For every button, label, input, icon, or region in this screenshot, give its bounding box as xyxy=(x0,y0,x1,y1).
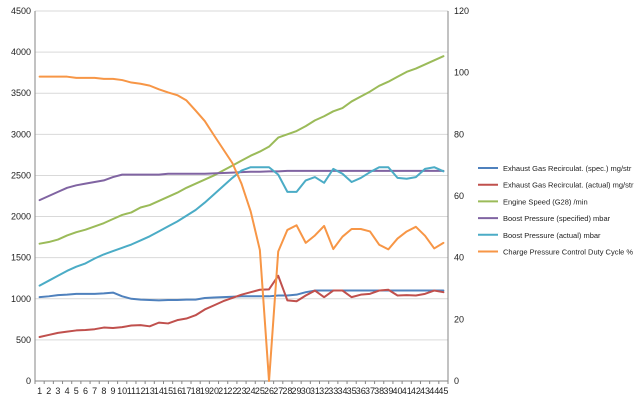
series-line-2 xyxy=(38,274,445,339)
series-line-4 xyxy=(38,169,445,202)
y-tick-label: 1500 xyxy=(11,253,31,263)
x-tick-label: 26 xyxy=(264,386,274,396)
x-tick-label: 18 xyxy=(191,386,201,396)
x-tick-label: 29 xyxy=(292,386,302,396)
y-tick-label: 0 xyxy=(26,376,31,386)
x-tick-label: 3 xyxy=(55,386,60,396)
x-tick-label: 5 xyxy=(74,386,79,396)
y2-tick-label: 0 xyxy=(454,376,459,386)
legend: Exhaust Gas Recirculat. (spec.) mg/str Ex… xyxy=(478,164,634,257)
x-tick-label: 14 xyxy=(154,386,164,396)
x-tick-label: 10 xyxy=(117,386,127,396)
x-tick-label: 45 xyxy=(438,386,448,396)
x-tick-label: 37 xyxy=(365,386,375,396)
x-tick-label: 12 xyxy=(136,386,146,396)
x-tick-label: 7 xyxy=(92,386,97,396)
x-tick-label: 30 xyxy=(301,386,311,396)
y-tick-label: 2500 xyxy=(11,170,31,180)
x-tick-label: 33 xyxy=(328,386,338,396)
x-tick-label: 4 xyxy=(65,386,70,396)
series-lines xyxy=(38,55,445,382)
x-tick-label: 9 xyxy=(111,386,116,396)
legend-label: Exhaust Gas Recirculat. (actual) mg/str xyxy=(503,181,634,190)
legend-label: Charge Pressure Control Duty Cycle % xyxy=(503,248,633,257)
x-tick-label: 38 xyxy=(374,386,384,396)
x-tick-label: 2 xyxy=(46,386,51,396)
legend-label: Exhaust Gas Recirculat. (spec.) mg/str xyxy=(503,164,632,173)
x-tick-label: 41 xyxy=(402,386,412,396)
series-line-3 xyxy=(38,55,445,245)
x-tick-label: 6 xyxy=(83,386,88,396)
y2-tick-label: 20 xyxy=(454,314,464,324)
x-tick-label: 43 xyxy=(420,386,430,396)
y-tick-label: 4500 xyxy=(11,6,31,16)
x-tick-label: 23 xyxy=(236,386,246,396)
y2-tick-label: 80 xyxy=(454,129,464,139)
x-tick-label: 1 xyxy=(37,386,42,396)
x-tick-label: 15 xyxy=(163,386,173,396)
y2-tick-label: 40 xyxy=(454,253,464,263)
x-tick-label: 36 xyxy=(356,386,366,396)
y-tick-label: 3000 xyxy=(11,129,31,139)
y2-tick-label: 120 xyxy=(454,6,469,16)
x-tick-label: 25 xyxy=(255,386,265,396)
y2-tick-label: 100 xyxy=(454,68,469,78)
x-tick-label: 27 xyxy=(273,386,283,396)
x-tick-label: 44 xyxy=(429,386,439,396)
legend-label: Boost Pressure (specified) mbar xyxy=(503,214,611,223)
y2-tick-label: 60 xyxy=(454,191,464,201)
x-tick-label: 34 xyxy=(337,386,347,396)
x-tick-label: 28 xyxy=(282,386,292,396)
legend-label: Engine Speed (G28) /min xyxy=(503,197,588,206)
x-tick-label: 11 xyxy=(127,386,136,396)
x-tick-label: 19 xyxy=(200,386,210,396)
y-tick-label: 500 xyxy=(16,335,31,345)
x-tick-label: 16 xyxy=(172,386,182,396)
x-tick-label: 17 xyxy=(181,386,191,396)
x-tick-label: 21 xyxy=(218,386,228,396)
x-tick-label: 31 xyxy=(310,386,320,396)
x-tick-label: 32 xyxy=(319,386,329,396)
x-tick-label: 22 xyxy=(227,386,237,396)
y-tick-label: 2000 xyxy=(11,212,31,222)
series-line-5 xyxy=(38,166,445,287)
x-tick-label: 35 xyxy=(347,386,357,396)
y-tick-label: 4000 xyxy=(11,47,31,57)
axes: 0 500 1000 1500 2000 2500 3000 3500 4000 4500 0 20 4… xyxy=(11,6,469,396)
series-line-6 xyxy=(38,75,445,382)
series-line-1 xyxy=(38,289,445,302)
x-tick-label: 13 xyxy=(145,386,155,396)
x-tick-label: 40 xyxy=(393,386,403,396)
x-tick-label: 39 xyxy=(383,386,393,396)
x-tick-label: 24 xyxy=(246,386,256,396)
y-tick-label: 1000 xyxy=(11,294,31,304)
x-tick-label: 42 xyxy=(411,386,421,396)
y-tick-label: 3500 xyxy=(11,88,31,98)
x-tick-label: 8 xyxy=(101,386,106,396)
legend-label: Boost Pressure (actual) mbar xyxy=(503,231,601,240)
gridlines xyxy=(35,10,448,341)
x-tick-label: 20 xyxy=(209,386,219,396)
